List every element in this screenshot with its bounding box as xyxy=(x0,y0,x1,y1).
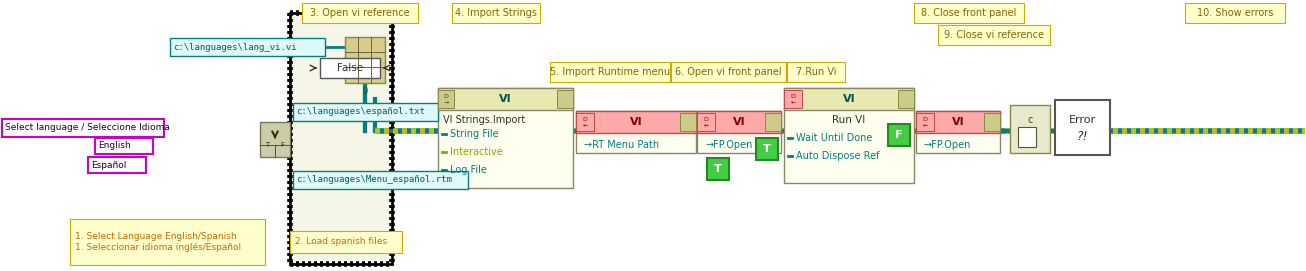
Bar xyxy=(576,111,696,133)
Text: c:\languages\español.txt: c:\languages\español.txt xyxy=(296,108,424,117)
Bar xyxy=(95,138,153,154)
Text: 0: 0 xyxy=(362,86,367,95)
Text: 5. Import Runtime menu: 5. Import Runtime menu xyxy=(550,67,670,77)
Text: Español: Español xyxy=(91,160,127,169)
Bar xyxy=(170,38,325,56)
Text: Wait Until Done: Wait Until Done xyxy=(795,133,872,143)
Bar xyxy=(914,3,1024,23)
Text: VI: VI xyxy=(629,117,643,127)
Text: String File: String File xyxy=(451,129,499,139)
Bar xyxy=(938,25,1050,45)
Text: D
←: D ← xyxy=(704,117,709,127)
Bar xyxy=(1010,105,1050,153)
Bar xyxy=(983,113,1000,131)
Bar xyxy=(290,13,392,264)
Text: Interactive: Interactive xyxy=(451,147,503,157)
Text: ?!: ?! xyxy=(1076,131,1088,144)
Bar xyxy=(1017,127,1036,147)
Text: 1. Select Language English/Spanish
1. Seleccionar idioma inglés/Español: 1. Select Language English/Spanish 1. Se… xyxy=(74,232,242,252)
Bar xyxy=(680,113,696,131)
Text: T: T xyxy=(265,142,269,148)
Bar xyxy=(550,62,670,82)
Text: F: F xyxy=(895,130,902,140)
Text: T: T xyxy=(714,164,722,174)
Bar xyxy=(888,124,910,146)
Text: 8. Close front panel: 8. Close front panel xyxy=(921,8,1016,18)
Text: VI: VI xyxy=(499,94,512,104)
Text: →RT Menu Path: →RT Menu Path xyxy=(584,140,660,150)
Bar xyxy=(916,111,1000,133)
Text: c:\languages\lang_vi.vi: c:\languages\lang_vi.vi xyxy=(172,43,296,51)
Text: VI: VI xyxy=(733,117,746,127)
Bar xyxy=(784,90,802,108)
Bar xyxy=(697,111,781,153)
Text: 7.Run Vi: 7.Run Vi xyxy=(795,67,836,77)
Bar xyxy=(784,88,914,110)
Bar xyxy=(916,111,1000,153)
Text: T: T xyxy=(763,144,771,154)
Text: VI: VI xyxy=(952,117,964,127)
Bar xyxy=(290,231,402,253)
Bar xyxy=(707,158,729,180)
Text: Log File: Log File xyxy=(451,165,487,175)
Text: 6. Open vi front panel: 6. Open vi front panel xyxy=(675,67,781,77)
Bar xyxy=(576,113,594,131)
Text: 4. Import Strings: 4. Import Strings xyxy=(454,8,537,18)
Text: D
→: D → xyxy=(443,93,449,104)
Text: D
←: D ← xyxy=(582,117,588,127)
Bar xyxy=(345,37,385,83)
Bar xyxy=(302,3,418,23)
Bar xyxy=(71,219,265,265)
Text: D
←: D ← xyxy=(790,93,795,104)
Text: English: English xyxy=(98,141,131,150)
Text: D
←: D ← xyxy=(922,117,927,127)
Bar xyxy=(3,119,165,137)
Bar xyxy=(765,113,781,131)
Bar xyxy=(788,62,845,82)
Text: →FP.Open: →FP.Open xyxy=(705,140,752,150)
Bar xyxy=(438,88,573,110)
Bar xyxy=(1055,100,1110,155)
Bar xyxy=(576,111,696,153)
Bar xyxy=(1185,3,1285,23)
Bar xyxy=(293,103,438,121)
Text: 3. Open vi reference: 3. Open vi reference xyxy=(311,8,410,18)
Bar xyxy=(260,122,290,157)
Bar xyxy=(784,88,914,183)
Bar xyxy=(899,90,914,108)
Bar xyxy=(438,90,454,108)
Bar xyxy=(697,111,781,133)
Bar xyxy=(438,88,573,188)
Text: →FP.Open: →FP.Open xyxy=(925,140,972,150)
Text: VI Strings.Import: VI Strings.Import xyxy=(443,115,525,125)
Text: F: F xyxy=(279,142,283,148)
Text: c: c xyxy=(1028,115,1033,125)
Text: Auto Dispose Ref: Auto Dispose Ref xyxy=(795,151,879,161)
Bar xyxy=(452,3,539,23)
Bar xyxy=(916,113,934,131)
Bar xyxy=(697,113,714,131)
Text: Run VI: Run VI xyxy=(832,115,866,125)
Text: Error: Error xyxy=(1068,115,1096,125)
Text: VI: VI xyxy=(842,94,855,104)
Bar xyxy=(293,171,468,189)
Bar xyxy=(671,62,786,82)
Text: Select language / Seleccione Idioma: Select language / Seleccione Idioma xyxy=(5,124,170,133)
Bar xyxy=(320,58,380,78)
Text: 9. Close vi reference: 9. Close vi reference xyxy=(944,30,1043,40)
Text: 2. Load spanish files: 2. Load spanish files xyxy=(295,237,387,247)
Text: c:\languages\Menu_español.rtm: c:\languages\Menu_español.rtm xyxy=(296,176,452,185)
Text: 10. Show errors: 10. Show errors xyxy=(1196,8,1273,18)
Text: False: False xyxy=(337,63,363,73)
Bar xyxy=(756,138,778,160)
Bar xyxy=(88,157,146,173)
Bar xyxy=(556,90,573,108)
